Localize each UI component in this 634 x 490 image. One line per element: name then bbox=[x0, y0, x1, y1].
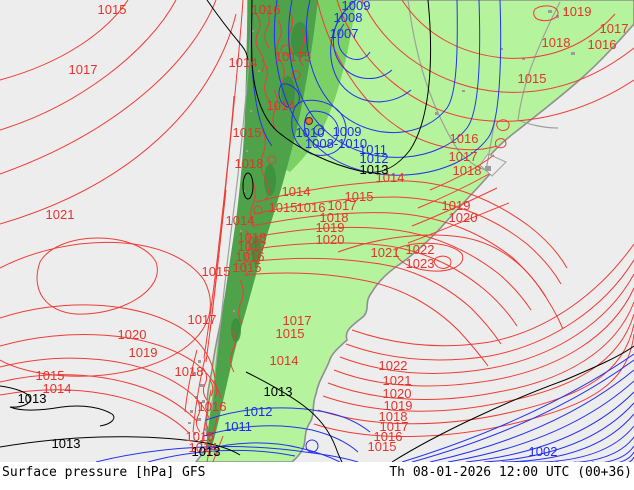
isobar-label: 1017 bbox=[380, 419, 409, 434]
isobar-label: 1014 bbox=[376, 170, 405, 185]
isobar-label: 1022 bbox=[406, 242, 435, 257]
isobar-label: 1018 bbox=[238, 230, 267, 245]
isobar-label: 1015 bbox=[233, 125, 262, 140]
isobar-label: 1021 bbox=[383, 373, 412, 388]
isobar-label: 1016 bbox=[450, 131, 479, 146]
isobar-label: 1015 bbox=[276, 326, 305, 341]
isobar-label: 1017 bbox=[283, 313, 312, 328]
pressure-map: 1015 1017 1016 1014 10175 1014 1015 1018 1019 101… bbox=[0, 0, 634, 462]
isobar-label: 1020 bbox=[449, 210, 478, 225]
isobar-label: 1007 bbox=[330, 26, 359, 41]
isobar-label: 1019 bbox=[384, 398, 413, 413]
isobar-label: 1018 bbox=[453, 163, 482, 178]
isobar-label: 1011 bbox=[224, 419, 252, 434]
isobar-label: 1019 bbox=[563, 4, 592, 19]
isobar-label: 1020 bbox=[118, 327, 147, 342]
isobar-label: 1019 bbox=[316, 220, 345, 235]
isobar-label: 1014 bbox=[229, 55, 258, 70]
isobar-label: 1018 bbox=[235, 156, 264, 171]
isobar-label: 1017 bbox=[188, 312, 217, 327]
isobar-label: 1015 bbox=[202, 264, 231, 279]
isobar-label: 1017 bbox=[328, 198, 357, 213]
isobar-label: 1016 bbox=[297, 200, 326, 215]
isobar-label: 1008 bbox=[334, 10, 363, 25]
isobar-label: 1021 bbox=[371, 245, 400, 260]
isobar-label: 1013 bbox=[192, 444, 221, 459]
isobar-label: 10175 bbox=[275, 49, 311, 64]
isobar-label: 1012 bbox=[244, 404, 273, 419]
isobar-label: 1019 bbox=[442, 198, 471, 213]
isobar-label: 1014 bbox=[270, 353, 299, 368]
product-title: Surface pressure [hPa] GFS bbox=[2, 465, 206, 480]
isobar-label: 1013 bbox=[360, 162, 389, 177]
station-marker bbox=[305, 117, 313, 125]
isobar-label: 1012 bbox=[360, 151, 389, 166]
isobar-label: 1010 bbox=[296, 125, 325, 140]
isobar-label: 1008-1010 bbox=[305, 136, 367, 151]
isobar-label: 1016 bbox=[236, 249, 265, 264]
isobar-label: 1016 bbox=[374, 429, 403, 444]
isobar-label: 1013 bbox=[264, 384, 293, 399]
isobar-label: 1014 bbox=[43, 381, 72, 396]
isobar-label: 1018 bbox=[542, 35, 571, 50]
isobar-label: 1017 bbox=[238, 239, 267, 254]
isobar-label: 1016 bbox=[252, 2, 281, 17]
isobar-label: 1014 bbox=[282, 184, 311, 199]
isobar-label: 1016 bbox=[588, 37, 617, 52]
isobar-label: 1009 bbox=[333, 124, 362, 139]
isobar-label: 1015 bbox=[368, 439, 397, 454]
isobar-label: 1017 bbox=[69, 62, 98, 77]
isobar-label: 1009 bbox=[342, 0, 371, 13]
isobar-label: 1015 bbox=[233, 260, 262, 275]
isobars-1013-black bbox=[0, 0, 634, 462]
isobar-label: 1022 bbox=[379, 358, 408, 373]
isobar-label: 1015 bbox=[518, 71, 547, 86]
isobars-red bbox=[0, 0, 634, 462]
isobar-label: 1020 bbox=[316, 232, 345, 247]
isobar-label: 1015 bbox=[345, 189, 374, 204]
valid-time: Th 08-01-2026 12:00 UTC (00+36) bbox=[389, 465, 632, 480]
isobar-label: 1011 bbox=[359, 142, 387, 157]
isobar-label: 1018 bbox=[320, 210, 349, 225]
isobar-label: 1017 bbox=[600, 21, 629, 36]
isobar-label: 1014 bbox=[226, 213, 255, 228]
isobar-label: 1014 bbox=[267, 98, 296, 113]
isobar-label: 1017 bbox=[449, 149, 478, 164]
isobar-label: 1015 bbox=[36, 368, 65, 383]
isobar-label: 1018 bbox=[379, 409, 408, 424]
isobar-label: 1019 bbox=[129, 345, 158, 360]
isobar-label: 1013 bbox=[52, 436, 81, 451]
isobars-blue bbox=[95, 0, 634, 462]
isobar-label: 1016 bbox=[198, 399, 227, 414]
isobar-label: 1002 bbox=[529, 444, 558, 459]
isobar-label: 1015 bbox=[98, 2, 127, 17]
isobar-label: 1020 bbox=[383, 386, 412, 401]
isobar-label: 1015 bbox=[186, 429, 215, 444]
isobar-label: 1021 bbox=[46, 207, 75, 222]
isobar-label: 1013 bbox=[18, 391, 47, 406]
isobar-label: 1018 bbox=[175, 364, 204, 379]
status-bar: Surface pressure [hPa] GFS Th 08-01-2026… bbox=[0, 462, 634, 490]
isobar-label: 1014 bbox=[189, 440, 218, 455]
isobar-label: 1023 bbox=[406, 256, 435, 271]
isobar-label: 1015 bbox=[269, 200, 298, 215]
